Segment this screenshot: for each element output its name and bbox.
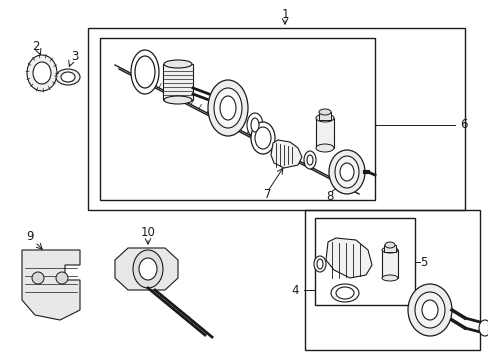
- Text: 5: 5: [419, 256, 427, 269]
- Ellipse shape: [27, 55, 57, 91]
- Ellipse shape: [318, 109, 330, 115]
- Ellipse shape: [250, 122, 274, 154]
- Ellipse shape: [407, 284, 451, 336]
- Ellipse shape: [133, 250, 163, 288]
- Text: 1: 1: [281, 8, 288, 21]
- Ellipse shape: [220, 96, 236, 120]
- Text: 7: 7: [264, 189, 271, 202]
- Ellipse shape: [313, 256, 325, 272]
- Ellipse shape: [315, 114, 333, 122]
- Bar: [163, 64, 193, 100]
- Polygon shape: [22, 250, 80, 320]
- Bar: [314, 218, 414, 305]
- Ellipse shape: [33, 62, 51, 84]
- Text: 6: 6: [459, 118, 467, 131]
- Ellipse shape: [339, 163, 353, 181]
- Ellipse shape: [304, 151, 315, 169]
- Polygon shape: [270, 140, 302, 168]
- Ellipse shape: [330, 284, 358, 302]
- Ellipse shape: [163, 60, 192, 68]
- Ellipse shape: [334, 156, 358, 188]
- Ellipse shape: [214, 88, 242, 128]
- Ellipse shape: [316, 259, 323, 269]
- Ellipse shape: [163, 96, 192, 104]
- Text: 3: 3: [71, 50, 79, 63]
- Ellipse shape: [315, 144, 333, 152]
- Polygon shape: [325, 238, 371, 278]
- Bar: [88, 28, 464, 210]
- Text: 9: 9: [26, 230, 34, 243]
- Bar: [383, 245, 395, 252]
- Ellipse shape: [478, 320, 488, 336]
- Bar: [315, 118, 333, 148]
- Ellipse shape: [61, 72, 75, 82]
- Ellipse shape: [414, 292, 444, 328]
- Ellipse shape: [328, 150, 364, 194]
- Ellipse shape: [381, 247, 397, 253]
- Ellipse shape: [381, 275, 397, 281]
- Bar: [305, 210, 479, 350]
- Ellipse shape: [254, 127, 270, 149]
- Ellipse shape: [306, 155, 312, 165]
- Ellipse shape: [135, 56, 155, 88]
- Bar: [100, 38, 374, 200]
- Ellipse shape: [207, 80, 247, 136]
- Ellipse shape: [246, 113, 263, 137]
- Text: 4: 4: [291, 284, 298, 297]
- Ellipse shape: [139, 258, 157, 280]
- Text: 8: 8: [325, 190, 333, 203]
- Text: 10: 10: [140, 226, 155, 239]
- Ellipse shape: [56, 69, 80, 85]
- Polygon shape: [115, 248, 178, 290]
- Ellipse shape: [250, 118, 259, 132]
- Bar: [381, 250, 397, 278]
- Ellipse shape: [421, 300, 437, 320]
- Ellipse shape: [335, 287, 353, 299]
- Bar: [318, 112, 330, 120]
- Ellipse shape: [56, 272, 68, 284]
- Text: 2: 2: [32, 40, 40, 53]
- Ellipse shape: [131, 50, 159, 94]
- Ellipse shape: [384, 242, 394, 248]
- Ellipse shape: [32, 272, 44, 284]
